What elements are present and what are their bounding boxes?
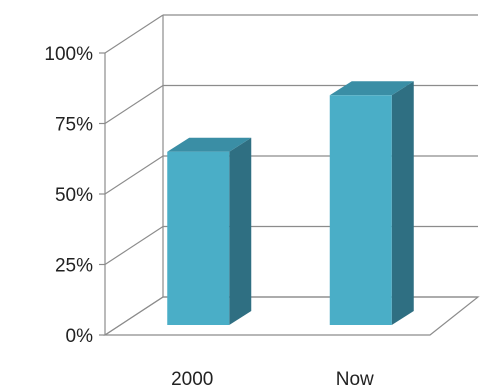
chart-grid xyxy=(102,14,480,336)
y-tick-label: 100% xyxy=(44,44,93,65)
bar-side xyxy=(391,81,414,325)
bar-side xyxy=(229,137,252,325)
y-axis: 0% 25% 50% 75% 100% xyxy=(44,44,105,347)
bar-top xyxy=(167,137,252,152)
bar-front xyxy=(167,151,230,325)
gridline-side xyxy=(104,155,164,195)
bar-now xyxy=(329,81,414,325)
y-tick-label: 75% xyxy=(55,115,93,136)
bar-2000 xyxy=(167,137,252,325)
y-tick-label: 0% xyxy=(66,326,94,347)
y-tick-label: 50% xyxy=(55,185,93,206)
y-tick-label: 25% xyxy=(55,256,93,277)
gridline-side xyxy=(104,84,164,125)
chart-floor xyxy=(102,296,480,336)
x-category-label: Now xyxy=(336,369,374,390)
x-axis: 2000 Now xyxy=(171,369,374,390)
x-category-label: 2000 xyxy=(171,369,213,390)
bar-series xyxy=(167,81,414,325)
gridline-side xyxy=(104,225,164,266)
bar-top xyxy=(329,81,414,96)
gridline-side xyxy=(104,14,164,54)
bar-front xyxy=(329,95,392,325)
